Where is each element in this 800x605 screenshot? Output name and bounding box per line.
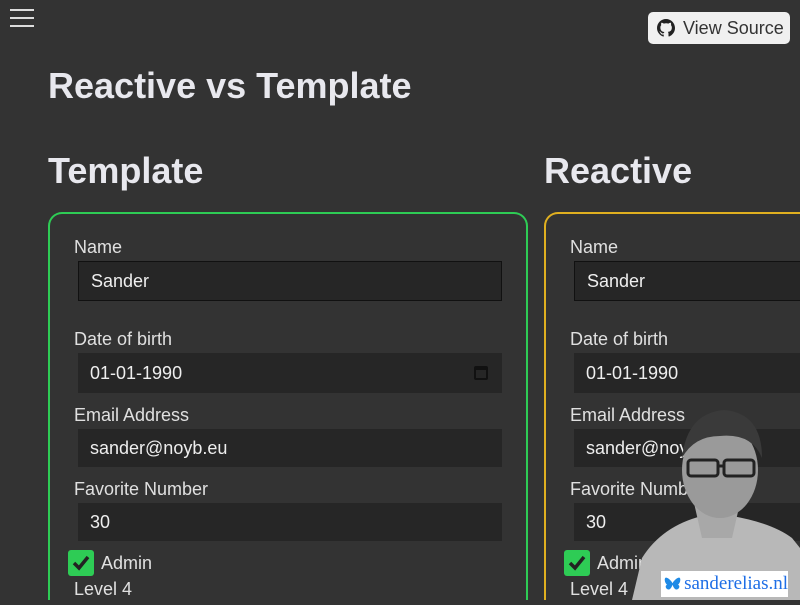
favorite-number-input[interactable]: 30 bbox=[78, 503, 502, 541]
hamburger-menu-icon[interactable] bbox=[10, 9, 34, 27]
name-label: Name bbox=[74, 237, 123, 257]
name-input[interactable]: Sander bbox=[78, 261, 502, 301]
bluesky-butterfly-icon bbox=[664, 577, 681, 590]
template-heading: Template bbox=[48, 150, 204, 191]
page-title: Reactive vs Template bbox=[48, 65, 412, 106]
level-text: Level 4 bbox=[74, 579, 133, 599]
check-icon bbox=[568, 555, 586, 571]
view-source-label: View Source bbox=[683, 17, 784, 38]
dob-value: 01-01-1990 bbox=[586, 362, 679, 383]
favorite-number-label: Favorite Number bbox=[74, 479, 209, 499]
admin-checkbox[interactable] bbox=[564, 550, 590, 576]
dob-label: Date of birth bbox=[74, 329, 173, 349]
name-input[interactable]: Sander bbox=[574, 261, 800, 301]
calendar-icon[interactable] bbox=[474, 366, 488, 380]
reactive-heading: Reactive bbox=[544, 150, 693, 191]
email-label: Email Address bbox=[74, 405, 190, 425]
dob-label: Date of birth bbox=[570, 329, 669, 349]
admin-checkbox[interactable] bbox=[68, 550, 94, 576]
view-source-button[interactable]: View Source bbox=[648, 12, 790, 44]
admin-label: Admin bbox=[101, 553, 153, 573]
admin-label: Admin bbox=[597, 553, 649, 573]
dob-input[interactable]: 01-01-1990 bbox=[78, 353, 502, 393]
watermark-text: sanderelias.nl bbox=[684, 573, 788, 594]
template-form-card: Name Sander Date of birth 01-01-1990 Ema… bbox=[48, 212, 528, 600]
dob-input[interactable]: 01-01-1990 bbox=[574, 353, 800, 393]
github-icon bbox=[657, 19, 675, 37]
level-text: Level 4 bbox=[570, 579, 629, 599]
check-icon bbox=[72, 555, 90, 571]
name-label: Name bbox=[570, 237, 619, 257]
dob-value: 01-01-1990 bbox=[90, 362, 183, 383]
favorite-number-label: Favorite Number bbox=[570, 479, 705, 499]
email-label: Email Address bbox=[570, 405, 686, 425]
email-input[interactable]: sander@noyb.eu bbox=[78, 429, 502, 467]
watermark-badge: sanderelias.nl bbox=[661, 571, 788, 597]
